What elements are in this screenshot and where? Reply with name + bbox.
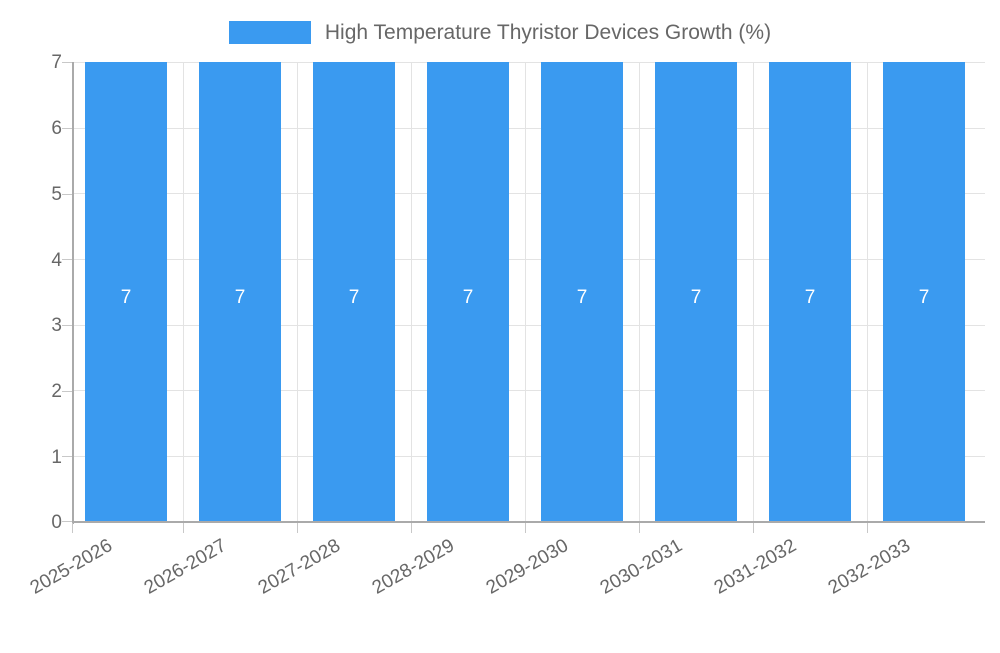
bar-value-label: 7 bbox=[120, 287, 132, 308]
gridline-x-4 bbox=[525, 62, 526, 528]
gridline-x-7 bbox=[867, 62, 868, 528]
bar-2030-2031[interactable]: 7 bbox=[655, 62, 737, 522]
bar-value-label: 7 bbox=[234, 287, 246, 308]
x-tick-mark-1 bbox=[183, 523, 184, 533]
gridline-y-7 bbox=[72, 62, 985, 63]
bar-chart: High Temperature Thyristor Devices Growt… bbox=[0, 0, 1000, 600]
y-tick-mark-0 bbox=[62, 521, 72, 522]
bar-2032-2033[interactable]: 7 bbox=[883, 62, 965, 522]
y-tick-label-5: 5 bbox=[51, 184, 62, 205]
plot-area: 7 7 7 7 7 7 7 7 bbox=[72, 62, 985, 528]
gridline-y-6 bbox=[72, 128, 985, 129]
y-tick-mark-1 bbox=[62, 456, 72, 457]
legend-label: High Temperature Thyristor Devices Growt… bbox=[324, 20, 772, 44]
bar-value-label: 7 bbox=[690, 287, 702, 308]
gridline-y-2 bbox=[72, 390, 985, 391]
gridline-y-5 bbox=[72, 193, 985, 194]
chart-legend: High Temperature Thyristor Devices Growt… bbox=[0, 14, 1000, 50]
gridline-y-3 bbox=[72, 325, 985, 326]
bar-value-label: 7 bbox=[804, 287, 816, 308]
x-axis-line bbox=[72, 521, 985, 523]
y-tick-label-4: 4 bbox=[51, 250, 62, 271]
y-tick-mark-6 bbox=[62, 128, 72, 129]
gridline-x-2 bbox=[297, 62, 298, 528]
y-tick-mark-7 bbox=[62, 62, 72, 63]
y-tick-mark-4 bbox=[62, 259, 72, 260]
y-tick-mark-3 bbox=[62, 325, 72, 326]
y-tick-label-3: 3 bbox=[51, 315, 62, 336]
gridline-x-6 bbox=[753, 62, 754, 528]
x-tick-mark-3 bbox=[411, 523, 412, 533]
bar-2026-2027[interactable]: 7 bbox=[199, 62, 281, 522]
y-tick-mark-2 bbox=[62, 391, 72, 392]
x-tick-mark-2 bbox=[297, 523, 298, 533]
bar-2027-2028[interactable]: 7 bbox=[313, 62, 395, 522]
x-tick-mark-7 bbox=[867, 523, 868, 533]
x-tick-mark-6 bbox=[753, 523, 754, 533]
bar-value-label: 7 bbox=[348, 287, 360, 308]
y-tick-label-2: 2 bbox=[51, 381, 62, 402]
x-tick-mark-0 bbox=[72, 523, 73, 533]
bar-2028-2029[interactable]: 7 bbox=[427, 62, 509, 522]
bar-value-label: 7 bbox=[918, 287, 930, 308]
y-tick-mark-5 bbox=[62, 194, 72, 195]
bar-2029-2030[interactable]: 7 bbox=[541, 62, 623, 522]
bar-2025-2026[interactable]: 7 bbox=[85, 62, 167, 522]
bar-2031-2032[interactable]: 7 bbox=[769, 62, 851, 522]
gridline-x-5 bbox=[639, 62, 640, 528]
bar-value-label: 7 bbox=[576, 287, 588, 308]
y-tick-label-1: 1 bbox=[51, 447, 62, 468]
y-tick-label-0: 0 bbox=[51, 512, 62, 533]
bar-value-label: 7 bbox=[462, 287, 474, 308]
y-axis-line bbox=[72, 62, 74, 524]
y-tick-label-6: 6 bbox=[51, 118, 62, 139]
gridline-x-3 bbox=[411, 62, 412, 528]
gridline-y-1 bbox=[72, 456, 985, 457]
x-tick-mark-4 bbox=[525, 523, 526, 533]
legend-item-series-1[interactable]: High Temperature Thyristor Devices Growt… bbox=[228, 20, 772, 44]
y-tick-label-7: 7 bbox=[51, 52, 62, 73]
gridline-y-4 bbox=[72, 259, 985, 260]
y-axis-labels: 7 6 5 4 3 2 1 0 bbox=[0, 0, 62, 600]
gridline-x-1 bbox=[183, 62, 184, 528]
legend-color-swatch-icon bbox=[228, 20, 311, 44]
x-tick-mark-5 bbox=[639, 523, 640, 533]
